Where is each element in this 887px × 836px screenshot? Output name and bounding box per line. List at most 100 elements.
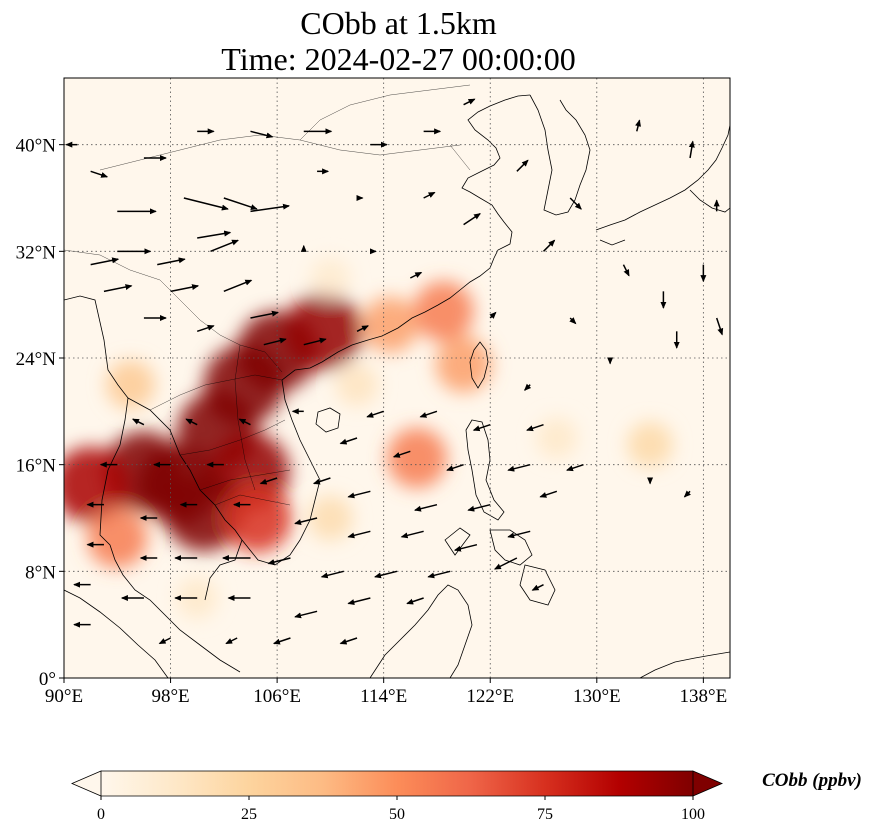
y-tick-label: 0°: [39, 669, 56, 690]
colorbar-extend-max: [692, 770, 724, 797]
x-tick-label: 106°E: [253, 686, 301, 707]
concentration-field: [64, 257, 673, 619]
coastline-korea: [529, 94, 591, 216]
x-tick-label: 114°E: [360, 686, 407, 707]
border-lines: [64, 84, 471, 506]
coastline-philippines-south: [444, 527, 556, 606]
colorbar: 0 25 50 75 100: [70, 770, 724, 823]
coastline-sumatra: [64, 589, 169, 678]
wind-vector: [347, 597, 371, 605]
wind-vector: [715, 317, 724, 336]
wind-vector: [427, 570, 451, 579]
country-borders: [64, 84, 471, 506]
wind-vector: [210, 239, 239, 253]
wind-vector: [374, 570, 398, 579]
concentration-plume: [310, 257, 351, 299]
wind-vector: [294, 517, 318, 525]
figure-title-line1: CObb at 1.5km: [300, 5, 497, 41]
x-tick-label: 90°E: [45, 686, 83, 707]
colorbar-tick-label: 0: [97, 806, 105, 823]
concentration-plume: [284, 292, 363, 371]
wind-vector: [507, 530, 531, 539]
colorbar-ticks: 0 25 50 75 100: [97, 796, 705, 823]
wind-vector: [103, 284, 133, 293]
wind-vector: [183, 197, 229, 211]
concentration-plume: [536, 417, 578, 459]
wind-vector: [569, 317, 577, 325]
y-tick-label: 40°N: [16, 136, 57, 157]
wind-vector: [569, 197, 582, 210]
colorbar-tick-label: 50: [389, 806, 405, 823]
gridlines: [64, 78, 730, 678]
colorbar-gradient: [101, 771, 693, 796]
wind-vector: [185, 418, 198, 426]
wind-vector: [347, 530, 371, 539]
wind-vector: [356, 325, 369, 333]
coastline-japan: [595, 124, 730, 246]
wind-vector: [170, 284, 200, 293]
concentration-plume: [308, 495, 353, 541]
concentration-plume: [386, 427, 448, 489]
concentration-plume: [106, 360, 156, 410]
wind-vector: [157, 257, 186, 266]
concentration-plume: [335, 363, 379, 406]
concentration-plume: [64, 446, 129, 523]
coastline-taiwan: [469, 341, 489, 389]
wind-vector: [493, 557, 518, 570]
wind-vectors: [65, 98, 724, 645]
wind-vector: [225, 637, 238, 645]
concentration-plume: [163, 471, 244, 552]
wind-vector: [446, 463, 464, 472]
wind-vector: [339, 637, 358, 645]
wind-vector: [622, 264, 630, 277]
wind-vector: [132, 418, 145, 426]
x-tick-label: 138°E: [680, 686, 728, 707]
wind-vector: [683, 490, 691, 498]
wind-vector: [259, 477, 278, 485]
wind-vector: [320, 570, 344, 579]
wind-vector: [90, 257, 120, 266]
wind-vector: [223, 197, 258, 210]
coastlines: [64, 94, 730, 678]
colorbar-tick-label: 100: [681, 806, 705, 823]
wind-vector: [489, 311, 497, 319]
wind-vector: [566, 463, 584, 472]
map-background: [64, 78, 730, 678]
wind-vector: [409, 271, 423, 279]
wind-vector: [400, 530, 424, 539]
wind-vector: [523, 383, 532, 391]
figure-title-line2: Time: 2024-02-27 00:00:00: [221, 41, 576, 77]
x-tick-label: 122°E: [466, 686, 514, 707]
wind-vector: [267, 557, 291, 565]
map-area: [63, 77, 731, 679]
wind-vector: [516, 159, 529, 172]
wind-vector: [406, 597, 424, 605]
wind-vector: [531, 583, 544, 591]
coastline-luzon: [465, 419, 505, 521]
wind-vector: [250, 203, 290, 213]
colorbar-tick-label: 25: [241, 806, 257, 823]
wind-vector: [635, 119, 641, 132]
wind-vector: [507, 463, 531, 472]
concentration-plume: [222, 483, 292, 553]
wind-vector: [472, 423, 491, 432]
wind-vector: [463, 213, 481, 226]
wind-vector: [366, 410, 384, 418]
wind-vector: [90, 170, 109, 178]
wind-vector: [392, 450, 411, 458]
wind-vector: [303, 337, 327, 346]
colorbar-label: CObb (ppbv): [762, 770, 862, 791]
wind-vector: [312, 477, 331, 485]
wind-vector: [463, 98, 476, 106]
wind-vector: [223, 279, 253, 293]
y-tick-label: 16°N: [16, 456, 57, 477]
concentration-plume: [435, 336, 492, 393]
wind-vector: [347, 490, 371, 499]
wind-vector: [263, 337, 287, 346]
colorbar-tick-label: 75: [537, 806, 553, 823]
coastline-mainland: [64, 94, 531, 673]
map-frame: [63, 77, 731, 679]
coastline-borneo: [369, 584, 473, 678]
coastline-new-guinea: [639, 651, 730, 678]
